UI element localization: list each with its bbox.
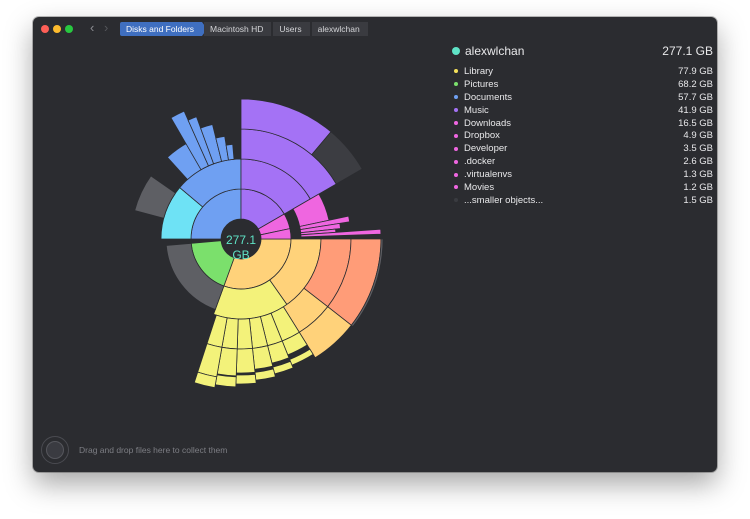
breadcrumb-users[interactable]: Users xyxy=(273,22,310,36)
sunburst-chart[interactable] xyxy=(33,17,717,472)
sunburst-segment-library[interactable] xyxy=(236,318,253,350)
sunburst-segment-library[interactable] xyxy=(289,348,314,366)
legend-dot-icon xyxy=(454,185,458,190)
legend-dot-icon xyxy=(454,121,458,125)
legend-dot-icon xyxy=(454,69,458,74)
legend-item-label: ...smaller objects... xyxy=(464,194,544,206)
breadcrumb: Disks and Folders Macintosh HD Users ale… xyxy=(120,22,370,36)
sunburst-segment-library[interactable] xyxy=(272,360,294,375)
legend-item[interactable]: Movies 1.2 GB xyxy=(451,181,713,194)
legend-item-label: Music xyxy=(464,104,489,116)
legend-item-size: 1.3 GB xyxy=(683,169,713,181)
legend-item-label: .docker xyxy=(464,156,496,168)
sunburst-segment-small-folders[interactable] xyxy=(260,228,292,240)
legend-dot-icon xyxy=(454,172,458,177)
legend-item-label: Developer xyxy=(464,143,508,155)
sunburst-segment-pictures[interactable] xyxy=(165,242,225,311)
zoom-window-button[interactable] xyxy=(65,25,73,33)
sunburst-segment-library[interactable] xyxy=(214,374,237,388)
legend-item-size: 3.5 GB xyxy=(683,143,713,155)
legend-dot-icon xyxy=(454,198,458,203)
sunburst-segment-library[interactable] xyxy=(193,371,218,389)
legend-item-size: 57.7 GB xyxy=(678,91,713,103)
legend-panel: alexwlchan 277.1 GB Library 77.9 GB Pictur… xyxy=(451,43,713,207)
legend-item-size: 41.9 GB xyxy=(678,104,713,116)
legend-dot-icon xyxy=(454,108,458,113)
sunburst-segment-small-folders[interactable] xyxy=(300,228,382,238)
legend-item-label: Dropbox xyxy=(464,130,500,142)
total-size-value: 277.1 xyxy=(226,233,257,247)
legend-item[interactable]: Pictures 68.2 GB xyxy=(451,78,713,91)
legend-item-label: Movies xyxy=(464,181,495,193)
total-size-label: 277.1 GB xyxy=(226,233,256,263)
breadcrumb-macintosh-hd[interactable]: Macintosh HD xyxy=(204,22,272,36)
legend-item[interactable]: Dropbox 4.9 GB xyxy=(451,129,713,142)
legend-dot-icon xyxy=(454,146,458,151)
legend-item-size: 16.5 GB xyxy=(678,117,713,129)
legend-item-label: Documents xyxy=(464,91,513,103)
app-window: ‹ › Disks and Folders Macintosh HD Users… xyxy=(33,17,717,472)
folder-name: alexwlchan xyxy=(465,44,525,58)
sunburst-segment-library[interactable] xyxy=(235,347,256,374)
legend-item[interactable]: .virtualenvs 1.3 GB xyxy=(451,168,713,181)
folder-dot-icon xyxy=(452,47,460,55)
legend-item[interactable]: .docker 2.6 GB xyxy=(451,155,713,168)
collector-icon xyxy=(41,436,69,464)
legend-list: Library 77.9 GB Pictures 68.2 GB Documents 57… xyxy=(451,65,713,207)
legend-header: alexwlchan 277.1 GB xyxy=(451,43,713,59)
title-bar: ‹ › Disks and Folders Macintosh HD Users… xyxy=(33,17,717,41)
sunburst-segment-documents[interactable] xyxy=(225,143,235,161)
legend-dot-icon xyxy=(454,133,458,138)
legend-item[interactable]: ...smaller objects... 1.5 GB xyxy=(451,194,713,207)
legend-item-size: 4.9 GB xyxy=(683,130,713,142)
sunburst-segment-library[interactable] xyxy=(254,368,276,381)
legend-item-size: 77.9 GB xyxy=(678,65,713,77)
legend-item[interactable]: Library 77.9 GB xyxy=(451,65,713,78)
legend-item-size: 2.6 GB xyxy=(683,156,713,168)
sunburst-segment-library[interactable] xyxy=(235,373,257,385)
close-window-button[interactable] xyxy=(41,25,49,33)
legend-item-label: Pictures xyxy=(464,78,499,90)
legend-dot-icon xyxy=(454,82,458,87)
chevron-right-icon[interactable]: › xyxy=(104,20,109,35)
legend-item[interactable]: Documents 57.7 GB xyxy=(451,91,713,104)
legend-item-label: Library xyxy=(464,65,494,77)
drop-zone[interactable]: Drag and drop files here to collect them xyxy=(41,436,227,464)
folder-total-size: 277.1 GB xyxy=(662,44,713,58)
legend-item-size: 68.2 GB xyxy=(678,78,713,90)
legend-item-label: .virtualenvs xyxy=(464,169,513,181)
legend-dot-icon xyxy=(454,95,458,100)
breadcrumb-alexwlchan[interactable]: alexwlchan xyxy=(311,22,368,36)
legend-item-size: 1.2 GB xyxy=(683,181,713,193)
total-size-unit: GB xyxy=(232,248,250,262)
legend-item[interactable]: Music 41.9 GB xyxy=(451,104,713,117)
legend-item[interactable]: Developer 3.5 GB xyxy=(451,142,713,155)
legend-dot-icon xyxy=(454,159,458,164)
sunburst-segment-documents[interactable] xyxy=(134,175,177,219)
chevron-left-icon[interactable]: ‹ xyxy=(90,20,95,35)
legend-item-label: Downloads xyxy=(464,117,511,129)
legend-item-size: 1.5 GB xyxy=(683,194,713,206)
legend-item[interactable]: Downloads 16.5 GB xyxy=(451,117,713,130)
drop-zone-text: Drag and drop files here to collect them xyxy=(79,445,228,455)
breadcrumb-disks-and-folders[interactable]: Disks and Folders xyxy=(120,22,208,36)
minimize-window-button[interactable] xyxy=(53,25,61,33)
sunburst-segment-music[interactable] xyxy=(311,131,363,185)
